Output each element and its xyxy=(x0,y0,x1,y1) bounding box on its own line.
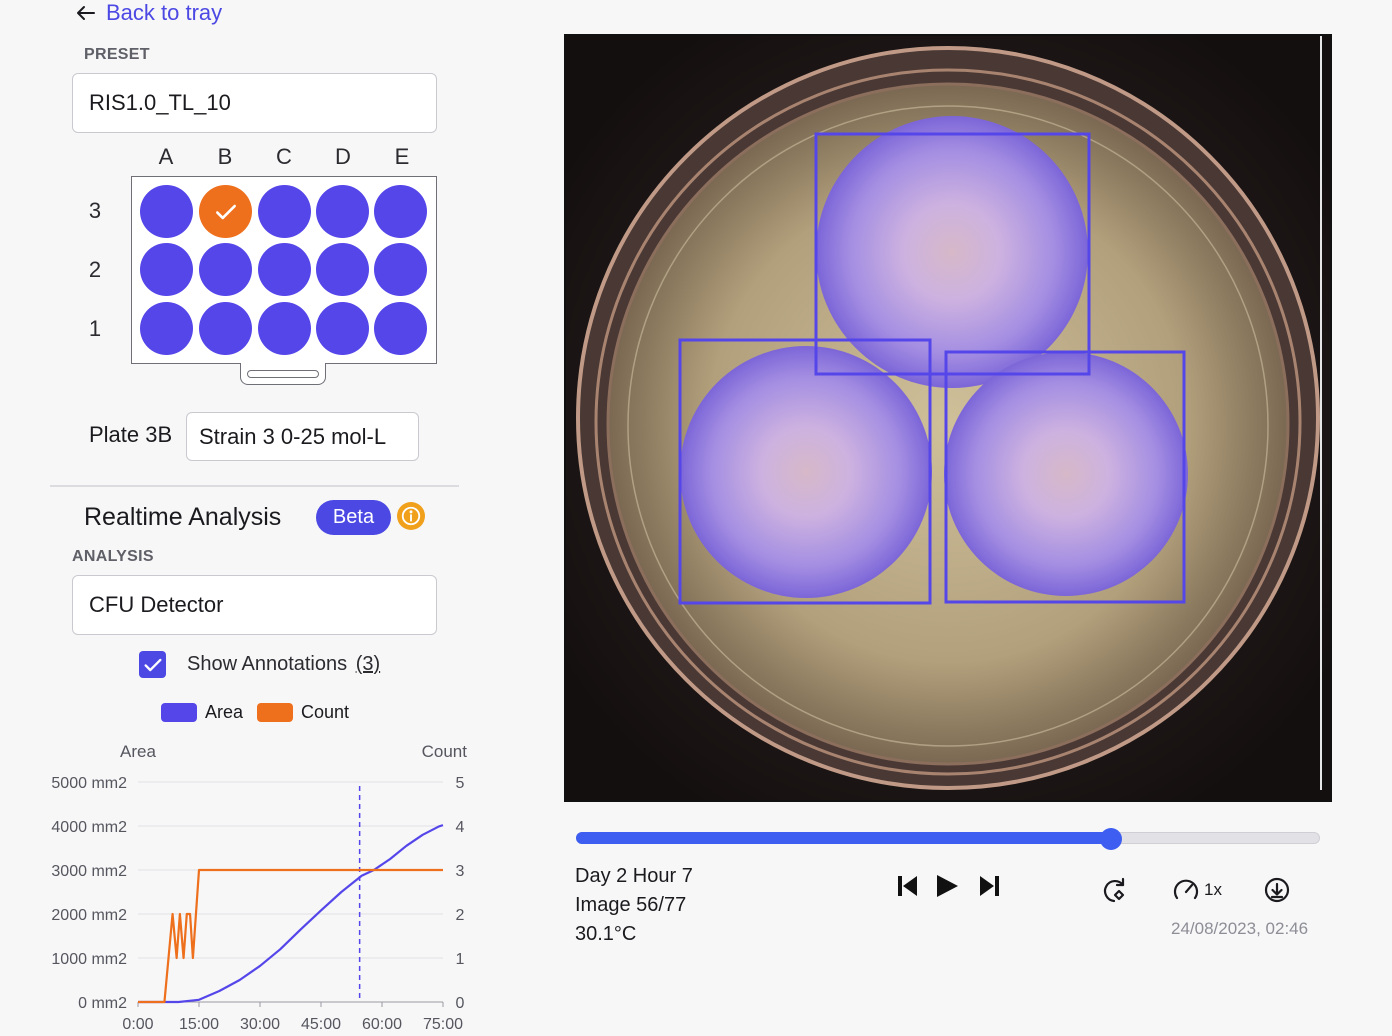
column-label-d: D xyxy=(335,144,351,169)
chart-x-tick: 75:00 xyxy=(423,1016,463,1033)
skip-forward-button[interactable] xyxy=(975,871,1003,901)
chart-y-tick-right: 4 xyxy=(456,819,465,836)
chart-y-tick-left: 2000 mm2 xyxy=(51,907,127,924)
chart-y-tick-left: 0 mm2 xyxy=(78,995,127,1012)
chart-x-tick: 0:00 xyxy=(122,1016,153,1033)
row-label-2: 2 xyxy=(88,257,102,282)
back-to-tray-link[interactable]: Back to tray xyxy=(74,0,222,26)
row-label-3: 3 xyxy=(88,198,102,223)
arrow-left-icon xyxy=(77,6,95,20)
well-e3[interactable] xyxy=(374,185,427,238)
annotations-count[interactable]: (3) xyxy=(355,653,381,675)
well-d2[interactable] xyxy=(316,243,369,296)
show-annotations-checkbox[interactable] xyxy=(139,651,166,678)
well-e1[interactable] xyxy=(374,302,427,355)
analysis-select[interactable]: CFU Detector xyxy=(72,575,437,635)
chart-ylabel-right: Count xyxy=(422,742,468,761)
image-index-label: Image 56/77 xyxy=(575,894,687,916)
back-link-label: Back to tray xyxy=(106,0,223,25)
chart-series-count xyxy=(138,868,443,1004)
skip-back-button[interactable] xyxy=(894,871,922,901)
well-a3[interactable] xyxy=(140,185,193,238)
playback-speed-label: 1x xyxy=(1204,880,1222,899)
well-c3[interactable] xyxy=(258,185,311,238)
check-icon xyxy=(143,658,162,671)
column-label-a: A xyxy=(158,144,174,169)
temperature-label: 30.1°C xyxy=(575,923,637,945)
chart-series-area xyxy=(138,824,444,1004)
well-b1[interactable] xyxy=(199,302,252,355)
well-c1[interactable] xyxy=(258,302,311,355)
well-b2[interactable] xyxy=(199,243,252,296)
chart-y-tick-left: 3000 mm2 xyxy=(51,863,127,880)
chart-y-tick-right: 0 xyxy=(456,995,465,1012)
info-icon[interactable] xyxy=(397,502,425,530)
legend-swatch-count xyxy=(257,703,293,722)
well-a2[interactable] xyxy=(140,243,193,296)
realtime-analysis-title: Realtime Analysis xyxy=(84,503,282,531)
tray-handle xyxy=(240,363,326,385)
chart-x-tick: 45:00 xyxy=(301,1016,341,1033)
check-icon xyxy=(215,204,236,219)
chart-y-tick-right: 5 xyxy=(456,775,465,792)
day-hour-label: Day 2 Hour 7 xyxy=(575,865,693,887)
legend-label-count: Count xyxy=(301,702,350,722)
analysis-value: CFU Detector xyxy=(89,592,224,617)
chart-x-tick: 15:00 xyxy=(179,1016,219,1033)
speedometer-icon xyxy=(1173,879,1199,900)
skip-back-icon xyxy=(898,876,917,896)
well-b3[interactable] xyxy=(199,185,252,238)
well-d1[interactable] xyxy=(316,302,369,355)
section-divider xyxy=(50,485,459,487)
timeline-thumb[interactable] xyxy=(1099,828,1122,850)
skip-forward-icon xyxy=(980,876,999,896)
well-d3[interactable] xyxy=(316,185,369,238)
tray-handle-slot xyxy=(247,370,319,378)
chart-x-tick: 30:00 xyxy=(240,1016,280,1033)
chart-y-tick-left: 1000 mm2 xyxy=(51,951,127,968)
beta-badge: Beta xyxy=(316,500,391,535)
chart-y-tick-left: 4000 mm2 xyxy=(51,819,127,836)
rotate-icon xyxy=(1103,877,1125,903)
column-label-e: E xyxy=(394,144,410,169)
chart-y-tick-right: 1 xyxy=(456,951,465,968)
plate-name-value: Strain 3 0-25 mol-L xyxy=(199,423,387,449)
capture-timestamp: 24/08/2023, 02:46 xyxy=(1171,919,1309,938)
legend-swatch-area xyxy=(161,703,197,722)
chart-y-tick-left: 5000 mm2 xyxy=(51,775,127,792)
preset-select[interactable]: RIS1.0_TL_10 xyxy=(72,73,437,133)
column-label-b: B xyxy=(217,144,233,169)
chart-ylabel-left: Area xyxy=(120,742,156,761)
show-annotations-label: Show Annotations (3) xyxy=(187,653,380,676)
well-c2[interactable] xyxy=(258,243,311,296)
well-a1[interactable] xyxy=(140,302,193,355)
timeline-progress xyxy=(576,832,1111,844)
plate-name-input[interactable]: Strain 3 0-25 mol-L xyxy=(186,412,419,461)
row-label-1: 1 xyxy=(88,316,102,341)
chart-y-tick-right: 3 xyxy=(456,863,465,880)
chart-x-tick: 60:00 xyxy=(362,1016,402,1033)
legend-label-area: Area xyxy=(205,702,244,722)
download-button[interactable] xyxy=(1261,874,1293,906)
playback-speed-button[interactable]: 1x xyxy=(1168,874,1226,906)
petri-dish-image xyxy=(566,36,1330,800)
plate-label: Plate 3B xyxy=(89,422,173,447)
preset-value: RIS1.0_TL_10 xyxy=(89,90,231,115)
well-e2[interactable] xyxy=(374,243,427,296)
rotate-button[interactable] xyxy=(1099,874,1131,906)
download-icon xyxy=(1264,877,1290,903)
play-button[interactable] xyxy=(932,871,962,901)
chart-y-tick-right: 2 xyxy=(456,907,465,924)
analysis-label: ANALYSIS xyxy=(72,548,154,565)
plate-image-viewer[interactable] xyxy=(564,34,1332,802)
column-label-c: C xyxy=(276,144,292,169)
preset-label: PRESET xyxy=(84,46,150,63)
play-icon xyxy=(937,875,958,897)
show-annotations-text: Show Annotations xyxy=(187,653,348,675)
